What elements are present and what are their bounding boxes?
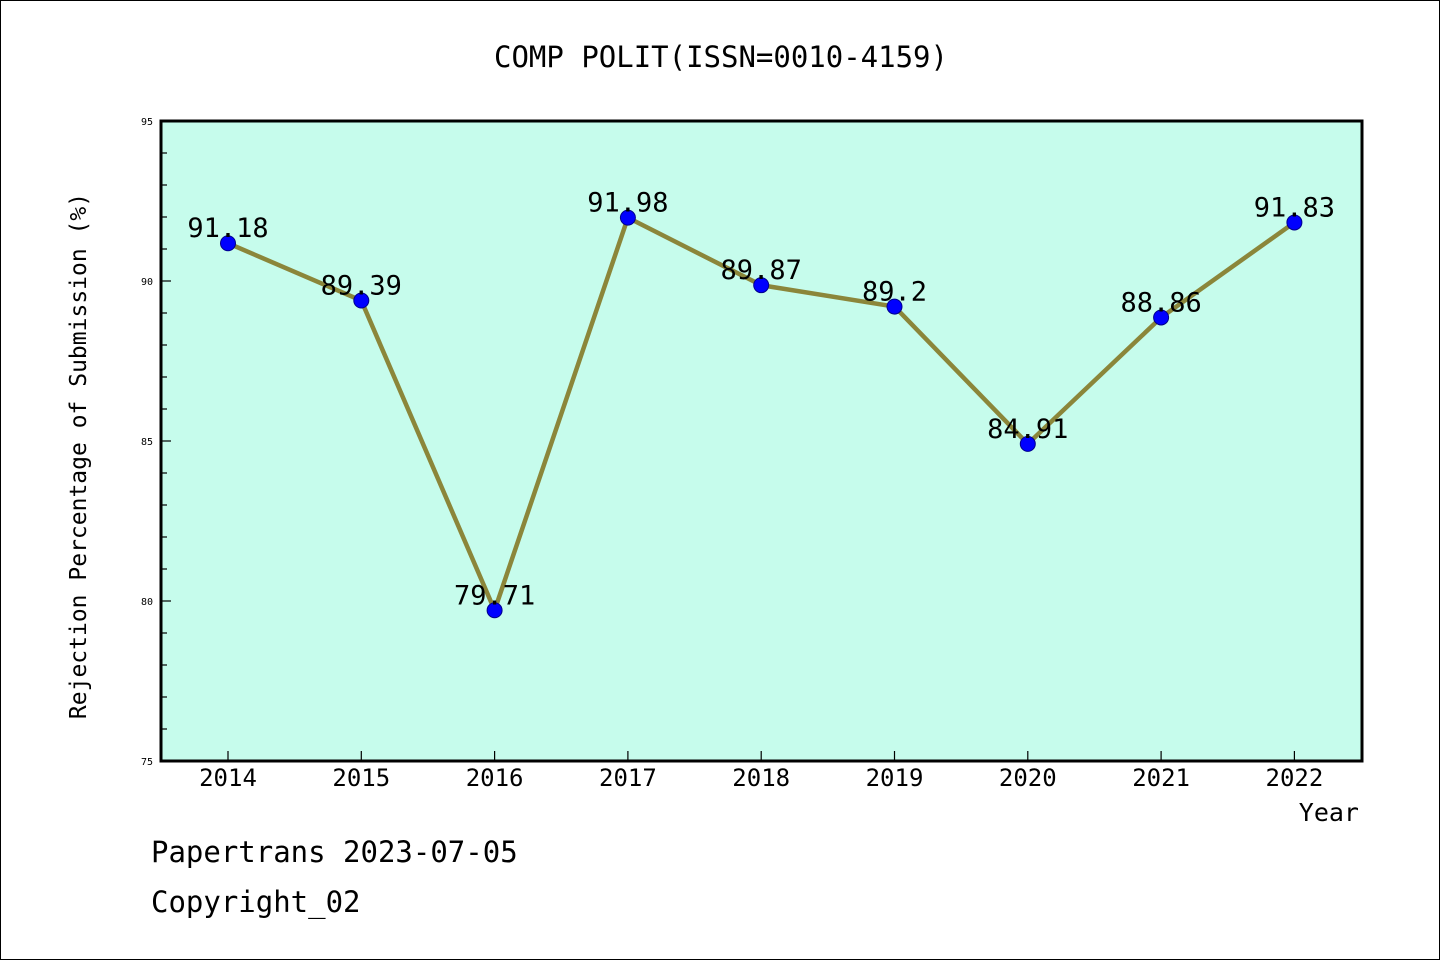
y-tick-label: 75 xyxy=(141,757,153,768)
data-point xyxy=(886,298,903,315)
data-point xyxy=(220,235,236,252)
data-point xyxy=(619,209,636,226)
x-tick-label: 2016 xyxy=(466,764,524,792)
data-labels: 91.18 89.39 79.71 91.98 89.87 89.2 84.91 88.86 9… xyxy=(187,188,1335,612)
chart-title: COMP POLIT(ISSN=0010-4159) xyxy=(494,40,948,74)
x-tick-label: 2015 xyxy=(332,764,390,792)
y-tick-label: 85 xyxy=(141,437,153,448)
x-axis: 2014 2015 2016 2017 2018 2019 2020 2021 2022 xyxy=(199,751,1323,792)
x-tick-label: 2022 xyxy=(1266,764,1324,792)
x-axis-label: Year xyxy=(1299,798,1359,827)
data-point xyxy=(1153,309,1170,326)
footer-date: Papertrans 2023-07-05 xyxy=(151,835,518,869)
y-axis: 75 80 85 90 95 xyxy=(141,117,171,768)
data-point xyxy=(1019,435,1036,452)
footer-copyright: Copyright_02 xyxy=(151,885,361,919)
data-label: 79.71 xyxy=(454,580,535,611)
y-tick-label: 90 xyxy=(141,277,153,288)
data-label: 89.39 xyxy=(321,271,402,302)
data-label: 84.91 xyxy=(987,414,1068,445)
data-label: 89.2 xyxy=(862,277,927,308)
data-label: 89.87 xyxy=(721,255,802,286)
data-label: 91.83 xyxy=(1254,192,1335,223)
data-label: 88.86 xyxy=(1120,287,1201,318)
x-tick-label: 2014 xyxy=(199,764,257,792)
data-point xyxy=(1286,214,1303,231)
y-axis-label: Rejection Percentage of Submission (%) xyxy=(66,193,92,719)
x-tick-label: 2019 xyxy=(866,764,924,792)
x-tick-label: 2017 xyxy=(599,764,657,792)
x-tick-label: 2020 xyxy=(999,764,1057,792)
y-tick-label: 95 xyxy=(141,117,153,128)
plot-area xyxy=(159,119,1364,763)
x-tick-label: 2021 xyxy=(1132,764,1190,792)
data-label: 91.18 xyxy=(187,213,268,244)
series-markers xyxy=(220,209,1303,619)
data-point xyxy=(353,292,370,309)
data-point xyxy=(753,277,770,294)
y-tick-label: 80 xyxy=(141,597,153,608)
x-tick-label: 2018 xyxy=(732,764,790,792)
data-point xyxy=(486,602,503,619)
data-label: 91.98 xyxy=(587,188,668,219)
